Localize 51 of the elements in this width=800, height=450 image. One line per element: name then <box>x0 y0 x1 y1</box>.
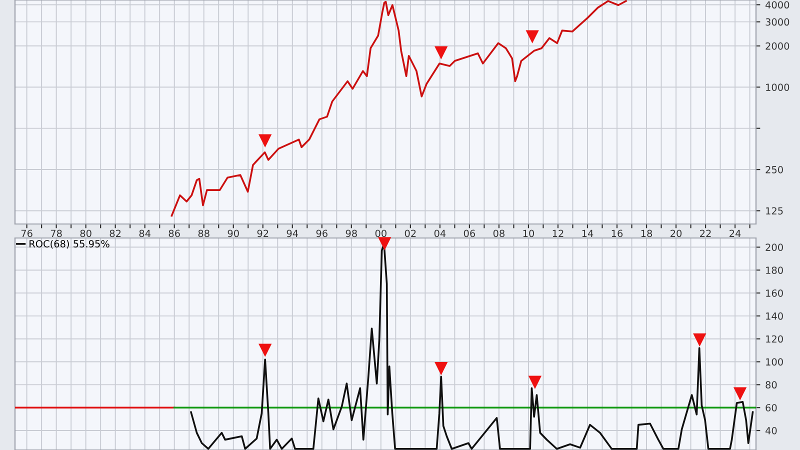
y-tick-label: 125 <box>766 207 783 215</box>
y-tick-label: 250 <box>766 166 783 174</box>
point <box>258 344 272 357</box>
x-tick-label: 22 <box>700 230 711 237</box>
x-tick-label: 06 <box>464 230 476 238</box>
x-tick-label: 20 <box>670 230 682 238</box>
y-tick-label: 40 <box>766 426 777 434</box>
x-tick-label: 78 <box>50 230 62 238</box>
x-tick-label: 10 <box>523 230 534 238</box>
point <box>378 237 392 250</box>
x-tick-label: 86 <box>168 230 180 238</box>
point <box>526 30 539 44</box>
x-tick-label: 76 <box>21 230 32 238</box>
x-tick-label: 90 <box>228 230 239 238</box>
x-tick-label: 14 <box>582 230 594 237</box>
x-tick-label: 08 <box>493 230 504 238</box>
x-tick-label: 24 <box>730 230 741 237</box>
x-tick-label: 82 <box>110 230 121 238</box>
y-tick-label: 4000 <box>766 1 790 9</box>
legend-label: ROC(68) 55.95% <box>30 240 110 249</box>
line-series <box>170 0 627 217</box>
y-tick-label: 120 <box>766 335 783 343</box>
x-tick-label: 02 <box>404 230 416 238</box>
x-tick-label: 18 <box>641 230 652 238</box>
x-tick-label: 92 <box>257 230 268 238</box>
y-tick-label: 200 <box>766 244 783 251</box>
y-tick-label: 2000 <box>766 42 790 50</box>
y-tick-label: 180 <box>766 266 783 274</box>
y-tick-label: 3000 <box>766 18 790 26</box>
x-tick-label: 98 <box>346 230 357 238</box>
point <box>434 362 448 376</box>
x-tick-label: 04 <box>434 230 446 238</box>
x-tick-label: 16 <box>612 230 623 238</box>
point <box>733 387 747 400</box>
y-tick-label: 100 <box>766 358 783 366</box>
x-tick-label: 80 <box>80 230 92 238</box>
point <box>434 46 448 60</box>
y-tick-label: 140 <box>766 312 783 320</box>
x-tick-label: 94 <box>286 230 298 238</box>
x-tick-label: 88 <box>198 230 210 238</box>
y-tick-label: 80 <box>766 381 777 389</box>
y-tick-label: 1000 <box>766 84 790 91</box>
point <box>258 134 272 148</box>
point <box>528 376 542 389</box>
x-tick-label: 96 <box>316 230 328 238</box>
x-tick-label: 00 <box>375 230 386 238</box>
y-tick-label: 60 <box>766 404 777 412</box>
y-tick-label: 160 <box>766 289 783 297</box>
point <box>693 333 706 347</box>
x-tick-label: 84 <box>139 230 150 238</box>
x-tick-label: 12 <box>552 230 564 237</box>
